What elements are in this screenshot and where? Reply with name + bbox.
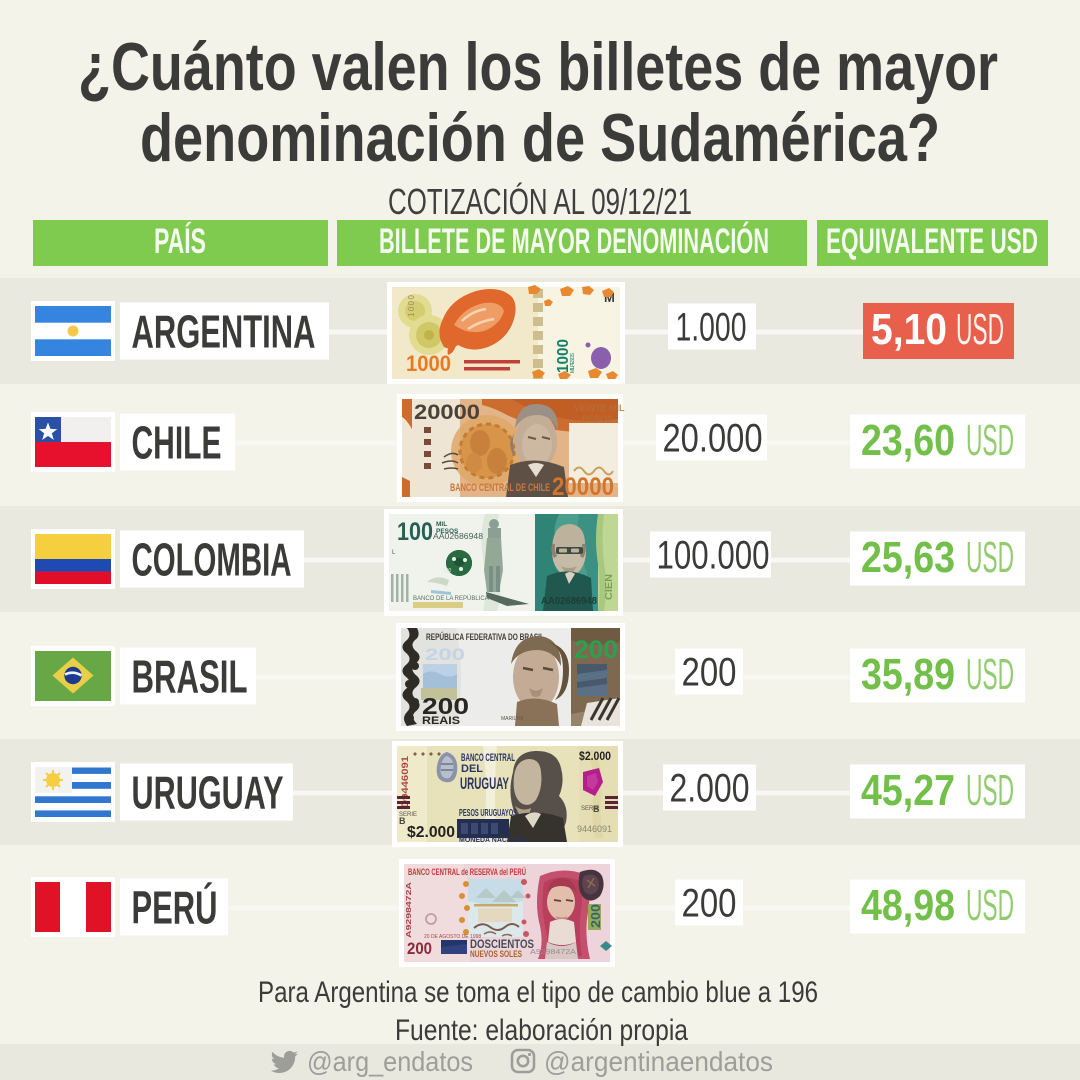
svg-text:200: 200	[425, 645, 465, 664]
svg-text:NUEVOS SOLES: NUEVOS SOLES	[470, 949, 522, 959]
svg-text:20 DE AGOSTO DE 1998: 20 DE AGOSTO DE 1998	[424, 934, 481, 940]
svg-text:100: 100	[397, 518, 433, 546]
svg-text:9446091: 9446091	[577, 824, 612, 834]
svg-text:200: 200	[682, 882, 737, 926]
svg-text:CIEN: CIEN	[604, 574, 615, 600]
svg-text:$2.000: $2.000	[579, 749, 611, 763]
svg-text:DEL: DEL	[461, 763, 483, 775]
svg-text:1.000: 1.000	[676, 306, 747, 350]
svg-text:B: B	[593, 804, 600, 814]
svg-text:Para Argentina se toma el tipo: Para Argentina se toma el tipo de cambio…	[258, 976, 818, 1009]
svg-text:REAIS: REAIS	[422, 715, 460, 727]
svg-text:A9298472A: A9298472A	[404, 881, 413, 938]
svg-text:5,10: 5,10	[871, 305, 947, 354]
svg-text:35,89: 35,89	[861, 650, 955, 699]
svg-text:25,63: 25,63	[861, 533, 955, 582]
svg-text:200: 200	[588, 904, 603, 928]
svg-text:$2.000: $2.000	[407, 824, 455, 841]
svg-text:1000: 1000	[406, 351, 451, 376]
svg-text:MARILYN: MARILYN	[501, 716, 523, 722]
svg-text:AA02686948: AA02686948	[433, 532, 484, 541]
svg-text:USD: USD	[966, 650, 1014, 699]
svg-text:REPÚBLICA FEDERATIVA DO BRASIL: REPÚBLICA FEDERATIVA DO BRASIL	[426, 631, 544, 642]
svg-text:200: 200	[407, 939, 432, 958]
svg-text:2.000: 2.000	[670, 767, 750, 811]
svg-text:COLOMBIA: COLOMBIA	[132, 534, 292, 586]
svg-text:A9298472A: A9298472A	[530, 947, 576, 956]
svg-text:denominación de Sudamérica?: denominación de Sudamérica?	[140, 100, 940, 176]
svg-text:MIL PESOS: MIL PESOS	[570, 352, 576, 373]
svg-text:BRASIL: BRASIL	[132, 651, 248, 703]
svg-text:USD: USD	[966, 416, 1014, 465]
svg-text:SERIE: SERIE	[581, 806, 599, 812]
svg-text:L: L	[392, 550, 396, 556]
svg-text:20000: 20000	[414, 401, 480, 424]
svg-text:MIL: MIL	[436, 521, 447, 528]
svg-text:AA02686948: AA02686948	[541, 596, 597, 607]
svg-text:¿Cuánto valen los billetes de: ¿Cuánto valen los billetes de mayor	[78, 29, 998, 105]
svg-text:Fuente: elaboración propia: Fuente: elaboración propia	[395, 1014, 688, 1047]
svg-text:PERÚ: PERÚ	[132, 882, 218, 934]
svg-text:100: 100	[443, 568, 452, 574]
svg-text:DOSCIENTOS: DOSCIENTOS	[470, 939, 534, 951]
svg-text:PESOS: PESOS	[582, 414, 613, 424]
svg-text:1000: 1000	[555, 339, 572, 373]
svg-text:@arg_endatos: @arg_endatos	[307, 1046, 473, 1077]
svg-text:200: 200	[574, 636, 618, 664]
svg-text:USD: USD	[966, 533, 1014, 582]
svg-text:BANCO CENTRAL de RESERVA del P: BANCO CENTRAL de RESERVA del PERÚ	[408, 866, 526, 878]
svg-text:URUGUAY: URUGUAY	[132, 767, 284, 819]
svg-text:BANCO CENTRAL DE CHILE: BANCO CENTRAL DE CHILE	[450, 482, 550, 494]
svg-text:1000: 1000	[407, 294, 416, 317]
svg-text:200: 200	[682, 651, 737, 695]
svg-text:BILLETE DE MAYOR DENOMINACIÓN: BILLETE DE MAYOR DENOMINACIÓN	[379, 221, 769, 261]
svg-text:VEINTE MIL: VEINTE MIL	[574, 403, 625, 413]
svg-text:USD: USD	[966, 766, 1014, 815]
svg-text:45,27: 45,27	[861, 766, 955, 815]
svg-text:SERIE: SERIE	[399, 812, 417, 818]
svg-text:D9446091: D9446091	[400, 756, 410, 808]
svg-text:COTIZACIÓN AL 09/12/21: COTIZACIÓN AL 09/12/21	[388, 181, 692, 222]
svg-text:@argentinaendatos: @argentinaendatos	[544, 1046, 773, 1077]
svg-text:EQUIVALENTE USD: EQUIVALENTE USD	[826, 222, 1038, 261]
svg-text:BANCO CENTRAL: BANCO CENTRAL	[461, 752, 515, 764]
svg-text:MONEDA NACIONAL: MONEDA NACIONAL	[459, 837, 529, 844]
svg-text:PESOS: PESOS	[436, 528, 459, 535]
svg-text:USD: USD	[956, 305, 1004, 354]
svg-text:B: B	[399, 816, 406, 826]
svg-text:URUGUAY: URUGUAY	[460, 774, 509, 793]
svg-text:M: M	[604, 290, 615, 305]
svg-text:PAÍS: PAÍS	[154, 221, 206, 261]
svg-text:48,98: 48,98	[861, 881, 955, 930]
svg-text:BANCO DE LA REPÚBLICA: BANCO DE LA REPÚBLICA	[413, 595, 489, 602]
svg-text:USD: USD	[966, 881, 1014, 930]
svg-text:20000: 20000	[552, 473, 614, 501]
svg-text:23,60: 23,60	[861, 416, 955, 465]
svg-text:ARGENTINA: ARGENTINA	[132, 306, 316, 358]
svg-text:200: 200	[422, 693, 469, 719]
svg-text:100.000: 100.000	[657, 534, 770, 578]
svg-text:CHILE: CHILE	[132, 417, 222, 469]
svg-text:PESOS URUGUAYOS: PESOS URUGUAYOS	[459, 808, 517, 819]
svg-text:20.000: 20.000	[663, 417, 763, 461]
